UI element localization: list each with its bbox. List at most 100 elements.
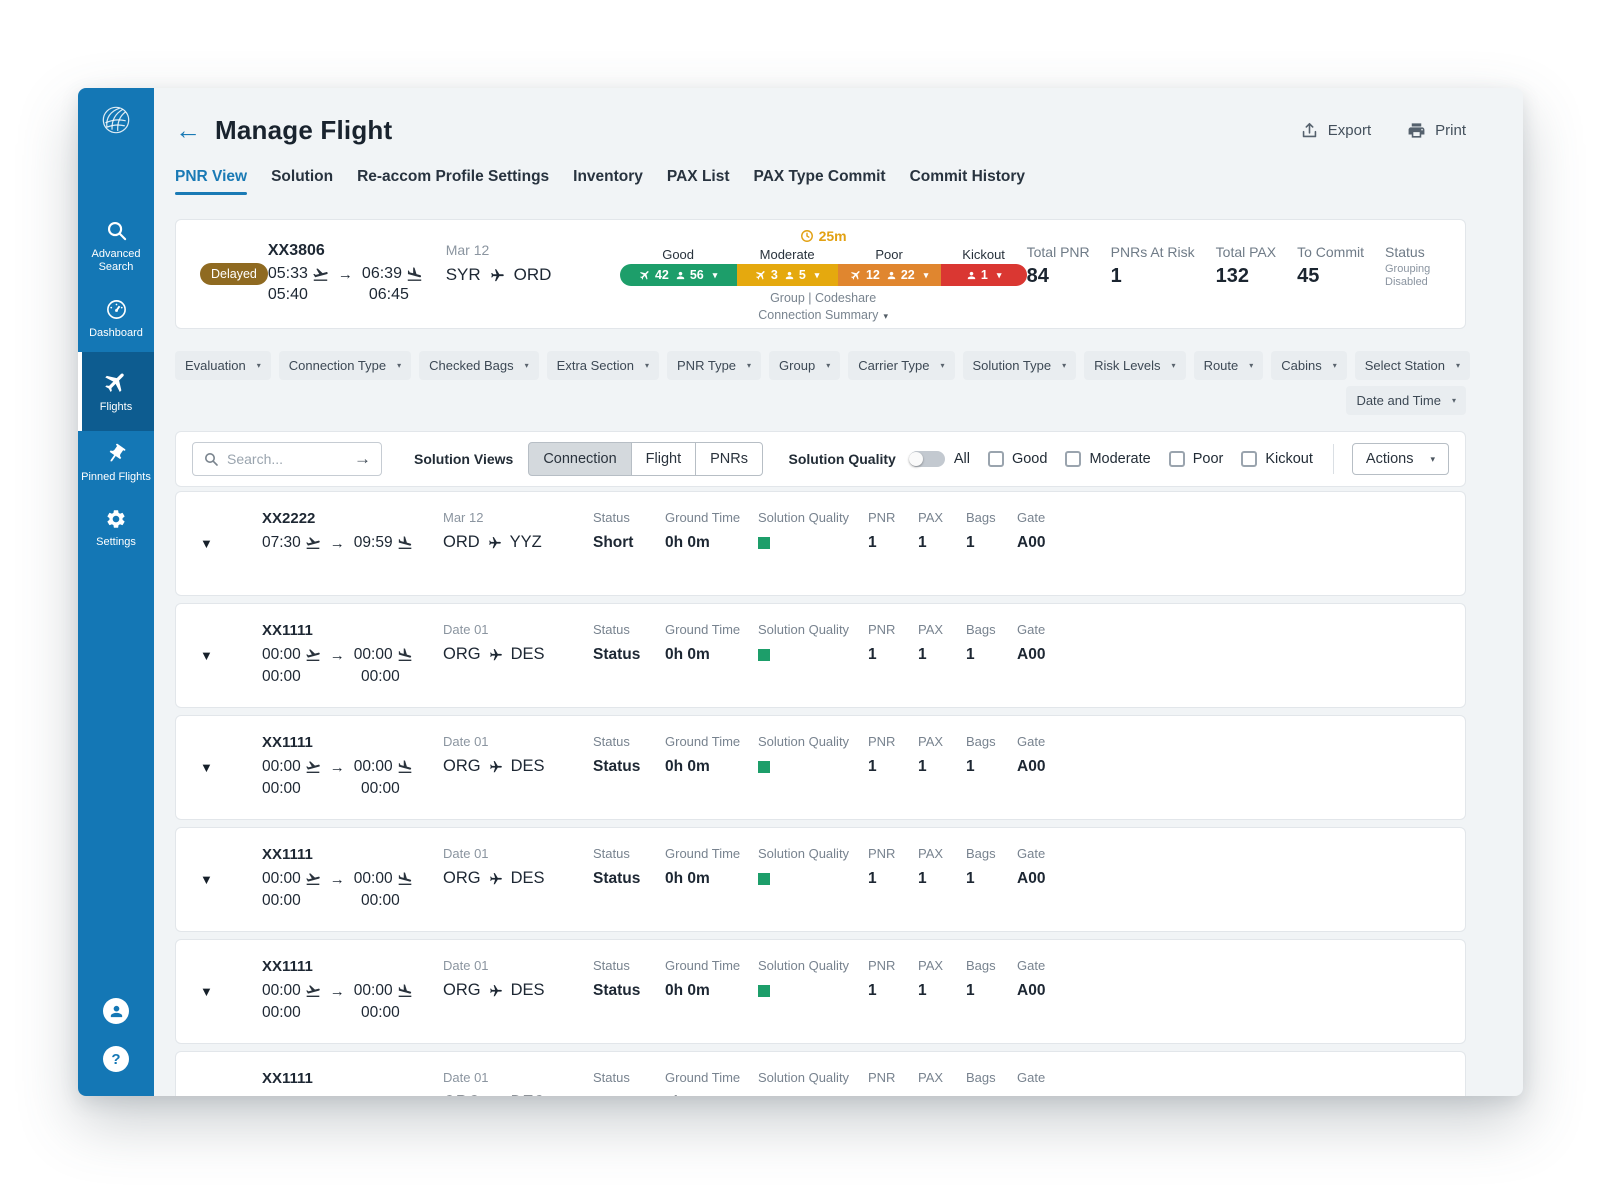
person-icon [784, 270, 795, 281]
chevron-down-icon: ▾ [645, 361, 650, 370]
origin-code: ORG [443, 869, 481, 887]
filter-chip[interactable]: Select Station ▾ [1354, 351, 1470, 380]
destination-code: ORD [513, 265, 552, 284]
col-solution-quality: Solution Quality [758, 734, 868, 819]
row-expander-icon[interactable]: ▼ [200, 760, 213, 775]
all-toggle[interactable] [908, 451, 945, 467]
search-box[interactable]: → [192, 442, 382, 476]
view-button[interactable]: Flight [630, 442, 697, 476]
filter-chip[interactable]: Extra Section ▾ [546, 351, 660, 380]
quality-checkbox[interactable]: Moderate [1065, 451, 1151, 467]
gate-value: A00 [1017, 534, 1046, 551]
filter-chip[interactable]: Date and Time ▾ [1346, 386, 1466, 415]
departure-time-secondary: 00:00 [262, 780, 301, 797]
export-button[interactable]: Export [1300, 121, 1371, 140]
filter-row-primary: Evaluation ▾ Connection Type ▾ Checked B… [175, 351, 1470, 380]
quality-segment-pill[interactable]: 12 22 ▾ [837, 264, 941, 286]
col-status: Status Status [593, 734, 665, 819]
sidebar-item-pinned-flights[interactable]: Pinned Flights [78, 431, 154, 496]
tab[interactable]: PAX List [666, 168, 730, 185]
destination-code: DES [510, 981, 545, 999]
row-expander-icon[interactable]: ▼ [200, 872, 213, 887]
checkbox-box[interactable] [1065, 451, 1082, 467]
filter-chip[interactable]: PNR Type ▾ [667, 351, 762, 380]
row-route: Date 01 ORG DES [443, 734, 593, 819]
gear-icon [105, 508, 127, 530]
connection-summary-toggle[interactable]: Connection Summary ▾ [758, 308, 888, 322]
ground-time-value: 0h 0m [665, 1094, 758, 1096]
tab[interactable]: Re-accom Profile Settings [357, 168, 550, 185]
solution-quality-indicator [758, 537, 770, 549]
col-gate: Gate A00 [1017, 1070, 1077, 1096]
row-expander-icon[interactable]: ▼ [200, 648, 213, 663]
search-input[interactable] [227, 451, 346, 467]
tab[interactable]: Inventory [573, 168, 643, 185]
col-solution-quality: Solution Quality [758, 1070, 868, 1096]
destination-code: YYZ [509, 533, 542, 551]
filter-chip[interactable]: Solution Type ▾ [962, 351, 1077, 380]
help-icon[interactable]: ? [103, 1046, 129, 1072]
col-pax: PAX 1 [918, 510, 966, 595]
filter-chip[interactable]: Connection Type ▾ [278, 351, 412, 380]
row-expander-icon[interactable]: ▼ [200, 984, 213, 999]
checkbox-box[interactable] [1241, 451, 1258, 467]
quality-segment-label: Moderate [759, 247, 815, 262]
filter-chip[interactable]: Risk Levels ▾ [1084, 351, 1186, 380]
chevron-down-icon: ▾ [1451, 396, 1456, 405]
col-solution-quality: Solution Quality [758, 510, 868, 595]
flight-number: XX1111 [262, 622, 313, 639]
sidebar-item-advanced-search[interactable]: Advanced Search [78, 207, 154, 286]
filter-chip[interactable]: Cabins ▾ [1271, 351, 1347, 380]
quality-checkbox[interactable]: Kickout [1241, 451, 1313, 467]
sidebar-item-settings[interactable]: Settings [78, 496, 154, 561]
quality-segment-pill[interactable]: 42 56 ▾ [619, 264, 737, 286]
quality-segment: Good 42 56 ▾ [619, 246, 737, 286]
stat-value: Grouping Disabled [1385, 263, 1431, 288]
time-arrow-icon: → [329, 646, 345, 664]
sidebar-item-dashboard[interactable]: Dashboard [78, 286, 154, 352]
quality-segment-pill[interactable]: 1 ▾ [940, 264, 1027, 286]
filter-chip[interactable]: Group ▾ [769, 351, 841, 380]
origin-code: ORG [443, 645, 481, 663]
col-pnr: PNR 1 [868, 846, 918, 931]
profile-icon[interactable] [103, 998, 129, 1024]
checkbox-label: Good [1011, 451, 1048, 467]
view-button[interactable]: Connection [528, 442, 632, 476]
landing-icon [397, 1095, 413, 1096]
filter-chip[interactable]: Carrier Type ▾ [848, 351, 955, 380]
solution-quality-indicator [758, 985, 770, 997]
filter-chip[interactable]: Checked Bags ▾ [419, 351, 539, 380]
flight-date: Mar 12 [445, 242, 490, 258]
filter-chip[interactable]: Evaluation ▾ [175, 351, 271, 380]
quality-checkbox[interactable]: Poor [1168, 451, 1223, 467]
landing-icon [397, 535, 413, 551]
filter-chip-label: Risk Levels [1094, 358, 1161, 373]
quality-checkbox[interactable]: Good [987, 451, 1048, 467]
col-pnr: PNR 1 [868, 734, 918, 819]
plane-icon [755, 269, 767, 281]
search-submit-arrow[interactable]: → [354, 449, 371, 468]
tab[interactable]: Commit History [909, 168, 1025, 185]
tab[interactable]: PAX Type Commit [753, 168, 886, 185]
back-arrow-icon[interactable]: ← [175, 115, 201, 145]
stat-value: 45 [1297, 265, 1320, 287]
pnr-value: 1 [868, 646, 877, 663]
tab[interactable]: Solution [271, 168, 334, 185]
col-bags: Bags 1 [966, 734, 1017, 819]
tab[interactable]: PNR View [175, 168, 248, 195]
quality-segment-pill[interactable]: 3 5 ▾ [736, 264, 838, 286]
ground-time-value: 0h 0m [665, 870, 710, 887]
actions-button[interactable]: Actions ▾ [1351, 443, 1449, 475]
filter-chip[interactable]: Route ▾ [1193, 351, 1264, 380]
sidebar-item-flights[interactable]: Flights [78, 352, 154, 431]
summary-route: Mar 12 SYR ORD [446, 242, 620, 328]
filter-chip-label: Group [779, 358, 816, 373]
page-header: ← Manage Flight Export Print [175, 112, 1466, 148]
print-button[interactable]: Print [1407, 121, 1466, 140]
checkbox-box[interactable] [1168, 451, 1185, 467]
row-expander-icon[interactable]: ▼ [200, 536, 213, 551]
time-arrow-icon: → [329, 982, 345, 1000]
plane-icon [103, 369, 129, 395]
view-button[interactable]: PNRs [695, 442, 764, 476]
checkbox-box[interactable] [987, 451, 1004, 467]
